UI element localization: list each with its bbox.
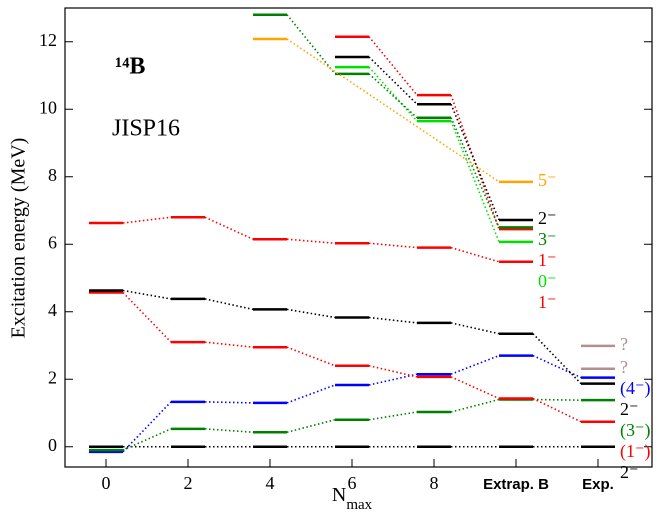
connector (450, 376, 500, 400)
connector (204, 428, 254, 434)
connector (204, 401, 254, 404)
y-tick-label: 0 (48, 435, 57, 455)
legend-label: 2⁻ (620, 462, 639, 482)
y-tick-label: 8 (48, 165, 57, 185)
legend-label: 3⁻ (538, 229, 557, 249)
plot-area (89, 13, 615, 454)
connector (450, 246, 500, 263)
connector (286, 418, 336, 434)
x-axis-label: Nmax (332, 484, 373, 514)
connector (286, 38, 500, 183)
connector (122, 289, 172, 300)
connector (122, 428, 172, 451)
connector (532, 333, 582, 385)
connector (450, 322, 500, 335)
connector (450, 117, 500, 228)
y-tick-label: 10 (39, 97, 57, 117)
legend-label: (4⁻) (620, 378, 651, 399)
connector (204, 341, 254, 348)
connector (532, 354, 582, 379)
connector (286, 346, 336, 367)
connector (122, 401, 172, 453)
connector (368, 73, 418, 119)
legend-label: 5⁻ (538, 170, 557, 190)
legend-label: (3⁻) (620, 420, 651, 441)
connector (286, 308, 336, 319)
connector (122, 216, 172, 224)
legend-label: 0⁻ (538, 271, 557, 291)
x-tick-label: 2 (184, 473, 193, 493)
connector (368, 373, 418, 386)
legend-label: 2⁻ (538, 208, 557, 228)
connector (532, 397, 582, 423)
legend-label: 1⁻ (538, 292, 557, 312)
chart-title: ¹⁴B (115, 54, 145, 80)
connector (368, 411, 418, 421)
connector (286, 238, 336, 245)
x-tick-label: Exp. (582, 476, 614, 493)
connector (450, 94, 500, 230)
connector (286, 14, 336, 75)
connector (450, 120, 500, 243)
connector (450, 103, 500, 221)
legend-label: (1⁻) (620, 441, 651, 462)
connector (368, 36, 418, 96)
plot-frame (64, 7, 653, 468)
connector (368, 364, 418, 378)
y-tick-label: 6 (48, 232, 57, 252)
x-tick-label: 4 (266, 473, 275, 493)
x-tick-label: 6 (348, 473, 357, 493)
legend-label: ? (620, 357, 628, 377)
y-tick-label: 4 (48, 300, 57, 320)
connector (450, 398, 500, 413)
x-axis-label-main: N (332, 484, 346, 506)
connector (204, 298, 254, 311)
connector (368, 242, 418, 249)
connector (532, 398, 582, 401)
connector (122, 291, 172, 343)
connector (368, 56, 418, 105)
legend-label: ? (620, 334, 628, 354)
x-axis-label-sub: max (346, 497, 372, 513)
x-tick-label: Extrap. B (483, 476, 549, 493)
legend-label: 2⁻ (620, 399, 639, 419)
legend-label: 1⁻ (538, 250, 557, 270)
x-tick-label: 0 (102, 473, 111, 493)
x-tick-label: 8 (430, 473, 439, 493)
connector (450, 354, 500, 375)
connector (286, 384, 336, 404)
y-axis-label: Excitation energy (MeV) (8, 138, 30, 339)
chart-subtitle: JISP16 (112, 116, 180, 142)
connector (368, 316, 418, 324)
y-tick-label: 2 (48, 367, 57, 387)
connector (368, 66, 418, 122)
y-tick-label: 12 (39, 30, 57, 50)
connector (204, 216, 254, 240)
